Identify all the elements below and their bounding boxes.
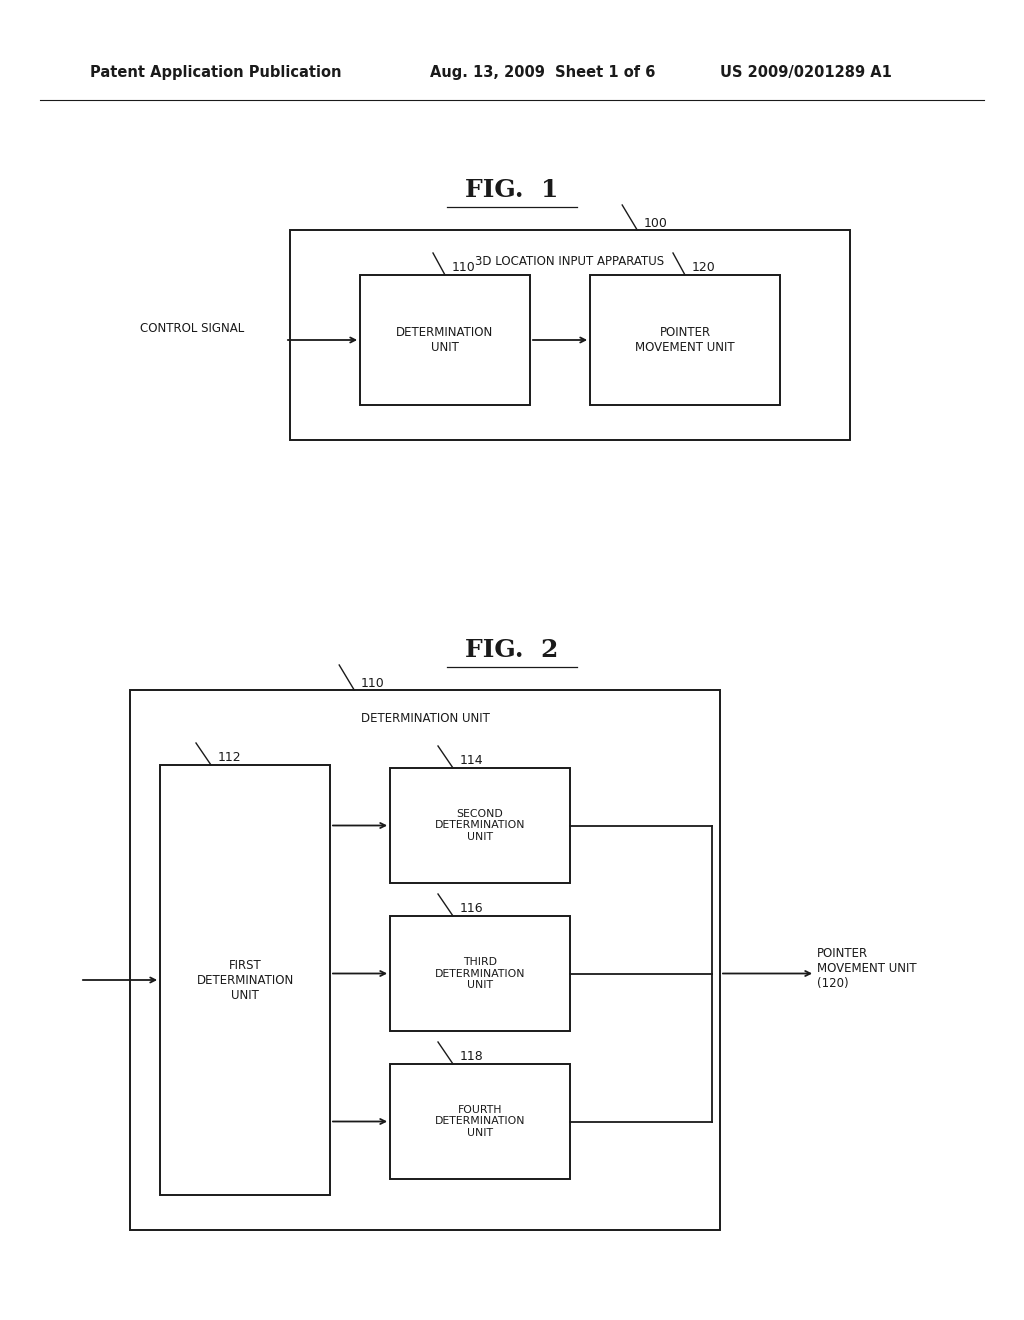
Bar (160, 766, 330, 1195)
Text: 114: 114 (460, 754, 483, 767)
Text: 118: 118 (460, 1051, 483, 1063)
Bar (290, 230, 850, 440)
Text: 112: 112 (217, 751, 241, 764)
Bar (390, 1064, 570, 1179)
Bar (360, 275, 530, 405)
Text: 110: 110 (452, 261, 475, 275)
Text: Aug. 13, 2009  Sheet 1 of 6: Aug. 13, 2009 Sheet 1 of 6 (430, 65, 655, 79)
Text: 120: 120 (691, 261, 715, 275)
Bar (590, 275, 780, 405)
Text: FOURTH
DETERMINATION
UNIT: FOURTH DETERMINATION UNIT (435, 1105, 525, 1138)
Bar (390, 768, 570, 883)
Bar (390, 916, 570, 1031)
Text: 110: 110 (360, 677, 384, 689)
Text: DETERMINATION
UNIT: DETERMINATION UNIT (396, 326, 494, 354)
Text: 100: 100 (644, 216, 668, 230)
Text: FIG.  2: FIG. 2 (465, 638, 559, 663)
Text: DETERMINATION UNIT: DETERMINATION UNIT (360, 711, 489, 725)
Text: US 2009/0201289 A1: US 2009/0201289 A1 (720, 65, 892, 79)
Text: 3D LOCATION INPUT APPARATUS: 3D LOCATION INPUT APPARATUS (475, 255, 665, 268)
Bar (130, 690, 720, 1230)
Text: FIRST
DETERMINATION
UNIT: FIRST DETERMINATION UNIT (197, 958, 294, 1002)
Text: POINTER
MOVEMENT UNIT
(120): POINTER MOVEMENT UNIT (120) (817, 946, 916, 990)
Text: THIRD
DETERMINATION
UNIT: THIRD DETERMINATION UNIT (435, 957, 525, 990)
Text: CONTROL SIGNAL: CONTROL SIGNAL (140, 322, 245, 335)
Text: SECOND
DETERMINATION
UNIT: SECOND DETERMINATION UNIT (435, 809, 525, 842)
Text: 116: 116 (460, 902, 483, 915)
Text: Patent Application Publication: Patent Application Publication (90, 65, 341, 79)
Text: POINTER
MOVEMENT UNIT: POINTER MOVEMENT UNIT (635, 326, 735, 354)
Text: FIG.  1: FIG. 1 (465, 178, 559, 202)
